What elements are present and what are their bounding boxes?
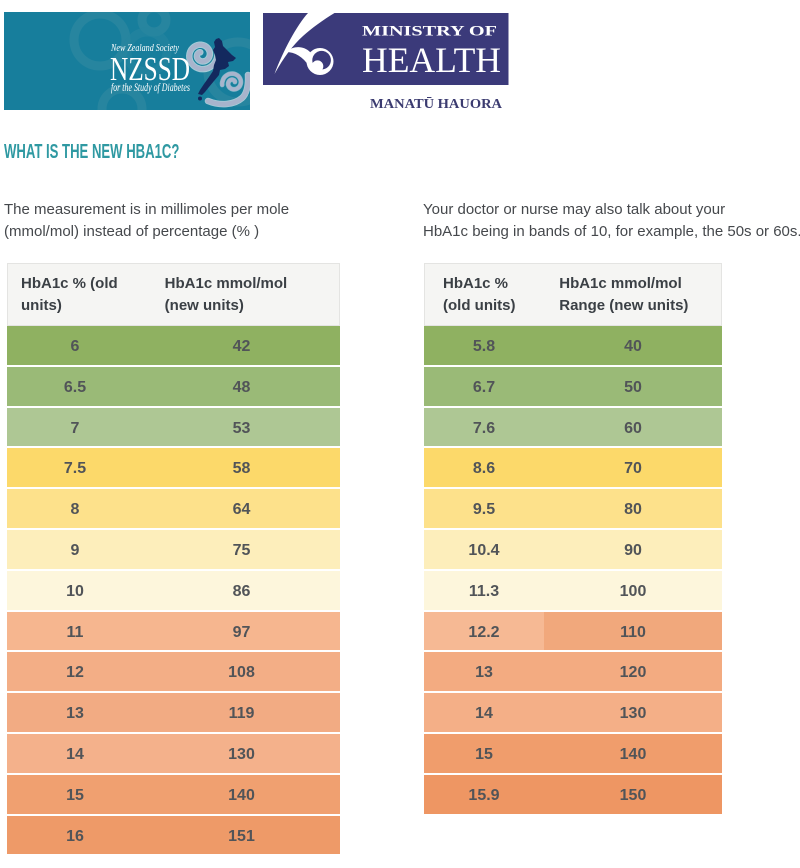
svg-text:MANATŪ HAUORA: MANATŪ HAUORA [370,96,502,111]
svg-text:for the Study of Diabetes: for the Study of Diabetes [111,82,190,94]
svg-text:MINISTRY OF: MINISTRY OF [362,24,497,40]
svg-text:NZSSD: NZSSD [110,51,190,88]
svg-text:HEALTH: HEALTH [362,40,501,80]
svg-text:New Zealand Society: New Zealand Society [110,42,179,54]
